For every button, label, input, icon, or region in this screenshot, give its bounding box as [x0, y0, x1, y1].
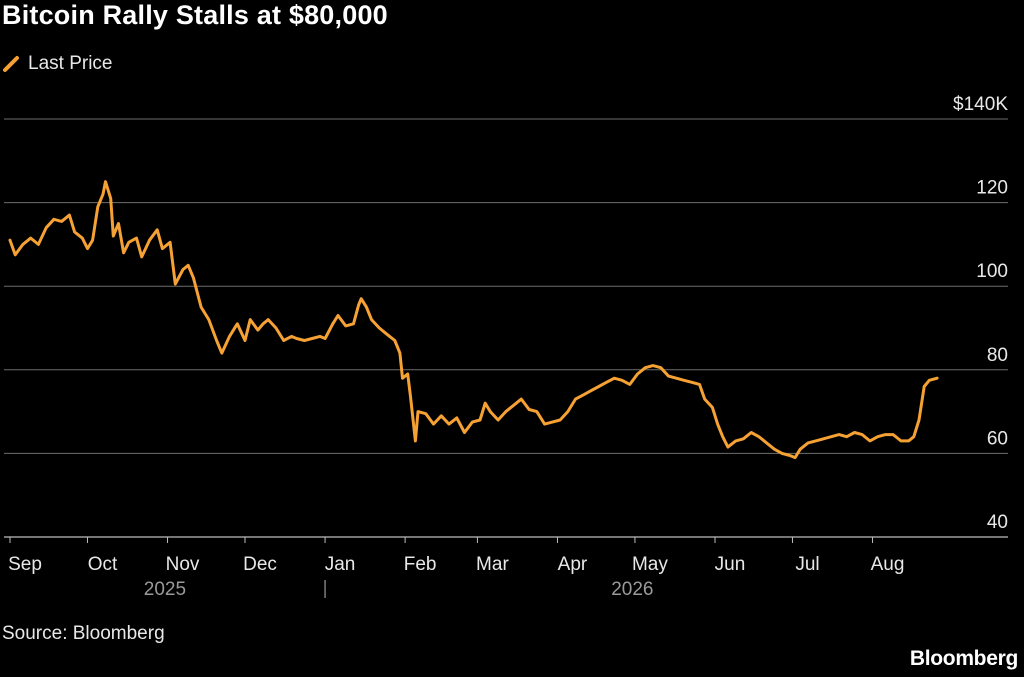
x-tick-label-sep: Sep	[8, 554, 42, 575]
x-tick-label-apr: Apr	[558, 554, 588, 575]
legend-label-last-price: Last Price	[28, 53, 113, 74]
x-tick-label-jul: Jul	[795, 554, 819, 575]
x-tick-label-mar: Mar	[476, 554, 509, 575]
x-tick-label-aug: Aug	[871, 554, 905, 575]
year-label-2026: 2026	[611, 579, 653, 600]
y-tick-label-140: $140K	[953, 94, 1008, 115]
x-tick-label-jun: Jun	[715, 554, 746, 575]
bloomberg-logo: Bloomberg	[909, 647, 1018, 670]
x-tick-label-dec: Dec	[243, 554, 277, 575]
series-line-last-price	[8, 180, 939, 460]
legend-swatch-icon	[3, 56, 19, 72]
y-tick-label-40: 40	[987, 512, 1008, 533]
x-tick-label-oct: Oct	[88, 554, 118, 575]
x-tick-label-jan: Jan	[325, 554, 356, 575]
year-label-2025: 2025	[144, 579, 186, 600]
x-tick-label-may: May	[632, 554, 668, 575]
y-tick-label-120: 120	[976, 178, 1008, 199]
x-tick-label-nov: Nov	[166, 554, 200, 575]
y-tick-label-60: 60	[987, 428, 1008, 449]
source-note: Source: Bloomberg	[2, 623, 165, 644]
y-tick-label-80: 80	[987, 345, 1008, 366]
x-tick-label-feb: Feb	[404, 554, 437, 575]
chart-title: Bitcoin Rally Stalls at $80,000	[2, 0, 388, 30]
y-tick-label-100: 100	[976, 261, 1008, 282]
legend: Last Price	[2, 51, 112, 77]
